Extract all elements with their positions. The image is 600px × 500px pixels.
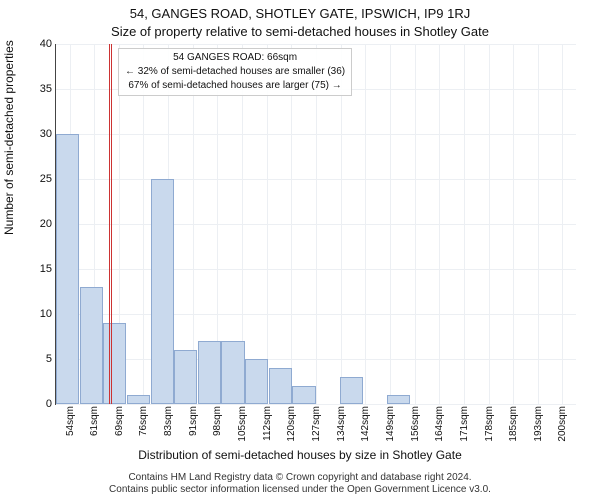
histogram-bar — [292, 386, 315, 404]
x-tick-label: 120sqm — [286, 406, 297, 442]
x-tick-label: 178sqm — [484, 406, 495, 442]
x-tick-label: 112sqm — [262, 406, 273, 441]
x-tick-label: 83sqm — [163, 406, 174, 436]
histogram-bar — [387, 395, 410, 404]
histogram-bar — [174, 350, 197, 404]
x-tick-label: 105sqm — [237, 406, 248, 442]
annotation-line1: 54 GANGES ROAD: 66sqm — [125, 51, 345, 65]
y-axis-label: Number of semi-detached properties — [2, 40, 16, 235]
footer-line1: Contains HM Land Registry data © Crown c… — [0, 472, 600, 484]
footer: Contains HM Land Registry data © Crown c… — [0, 472, 600, 496]
x-tick-label: 134sqm — [336, 406, 347, 442]
y-tick-label: 0 — [46, 398, 52, 410]
x-tick-label: 98sqm — [212, 406, 223, 436]
annotation-line2: ← 32% of semi-detached houses are smalle… — [125, 65, 345, 79]
y-tick-label: 5 — [46, 353, 52, 365]
grid-line-v — [538, 44, 539, 404]
indicator-line — [111, 44, 112, 404]
property-annotation: 54 GANGES ROAD: 66sqm ← 32% of semi-deta… — [118, 48, 352, 96]
x-tick-label: 171sqm — [459, 406, 470, 442]
histogram-bar — [127, 395, 150, 404]
grid-line-v — [143, 44, 144, 404]
y-tick-label: 20 — [40, 218, 52, 230]
histogram-bar — [56, 134, 79, 404]
footer-line2: Contains public sector information licen… — [0, 484, 600, 496]
y-tick-label: 40 — [40, 38, 52, 50]
x-tick-label: 54sqm — [65, 406, 76, 436]
x-tick-label: 61sqm — [89, 406, 100, 436]
histogram-bar — [151, 179, 174, 404]
histogram-bar — [340, 377, 363, 404]
x-tick-label: 185sqm — [508, 406, 519, 442]
x-tick-label: 76sqm — [138, 406, 149, 436]
grid-line-v — [390, 44, 391, 404]
y-tick-label: 15 — [40, 263, 52, 275]
histogram-bar — [198, 341, 221, 404]
page-title-line2: Size of property relative to semi-detach… — [0, 24, 600, 39]
histogram-bar — [245, 359, 268, 404]
x-tick-label: 149sqm — [385, 406, 396, 442]
x-axis-label: Distribution of semi-detached houses by … — [0, 448, 600, 462]
y-tick-label: 30 — [40, 128, 52, 140]
x-tick-label: 91sqm — [188, 406, 199, 436]
grid-line-v — [316, 44, 317, 404]
histogram-bar — [221, 341, 244, 404]
indicator-line — [109, 44, 110, 404]
grid-line-v — [365, 44, 366, 404]
histogram-bar — [103, 323, 126, 404]
grid-line-v — [513, 44, 514, 404]
plot-area: 051015202530354054sqm61sqm69sqm76sqm83sq… — [55, 44, 576, 405]
x-tick-label: 164sqm — [434, 406, 445, 442]
grid-line-v — [415, 44, 416, 404]
histogram-bar — [80, 287, 103, 404]
grid-line-v — [489, 44, 490, 404]
grid-line-v — [291, 44, 292, 404]
grid-line-v — [439, 44, 440, 404]
page-title-line1: 54, GANGES ROAD, SHOTLEY GATE, IPSWICH, … — [0, 6, 600, 21]
x-tick-label: 156sqm — [410, 406, 421, 442]
y-tick-label: 10 — [40, 308, 52, 320]
x-tick-label: 127sqm — [311, 406, 322, 442]
y-tick-label: 35 — [40, 83, 52, 95]
x-tick-label: 69sqm — [114, 406, 125, 436]
histogram-bar — [269, 368, 292, 404]
grid-line-h — [56, 404, 576, 405]
y-tick-label: 25 — [40, 173, 52, 185]
x-tick-label: 193sqm — [533, 406, 544, 442]
grid-line-v — [341, 44, 342, 404]
grid-line-v — [562, 44, 563, 404]
chart-container: 54, GANGES ROAD, SHOTLEY GATE, IPSWICH, … — [0, 0, 600, 500]
annotation-line3: 67% of semi-detached houses are larger (… — [125, 79, 345, 93]
x-tick-label: 200sqm — [557, 406, 568, 442]
grid-line-v — [464, 44, 465, 404]
x-tick-label: 142sqm — [360, 406, 371, 442]
grid-line-v — [267, 44, 268, 404]
